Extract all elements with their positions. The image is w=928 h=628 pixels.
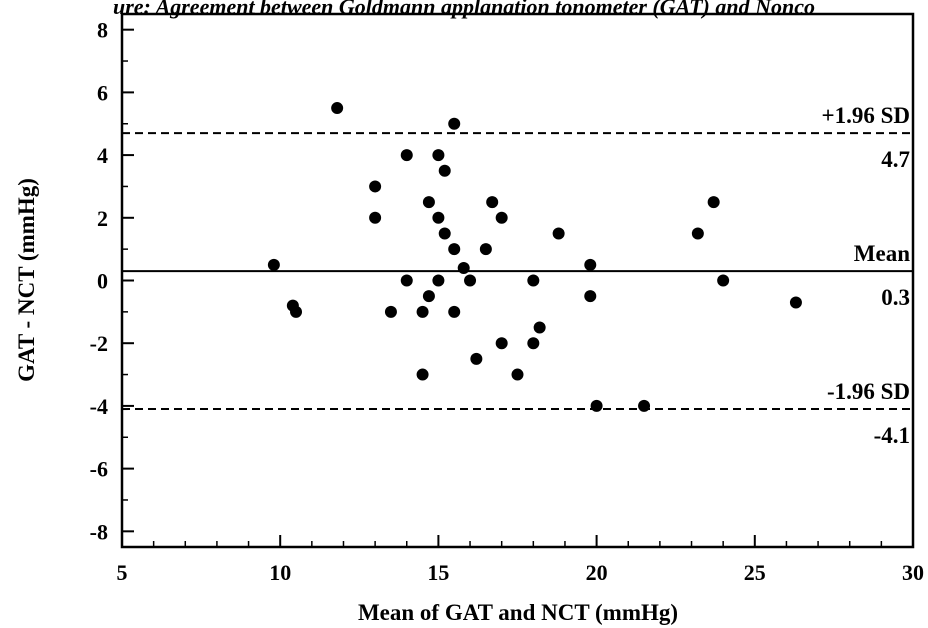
data-point	[369, 212, 381, 224]
data-point	[496, 337, 508, 349]
data-point	[290, 306, 302, 318]
data-point	[448, 306, 460, 318]
y-tick-label: 8	[97, 18, 108, 43]
y-tick-label: 0	[97, 269, 108, 294]
y-tick-label: -6	[90, 457, 108, 482]
y-axis-label: GAT - NCT (mmHg)	[14, 178, 39, 382]
data-point	[496, 212, 508, 224]
data-point	[417, 369, 429, 381]
plot-frame	[122, 14, 913, 547]
data-point	[486, 196, 498, 208]
data-point	[439, 165, 451, 177]
data-point	[553, 227, 565, 239]
reference-line-value: 0.3	[881, 285, 910, 310]
data-point	[385, 306, 397, 318]
x-tick-label: 5	[117, 560, 128, 585]
y-tick-label: 4	[97, 143, 108, 168]
x-tick-label: 20	[586, 560, 608, 585]
y-tick-label: -2	[90, 331, 108, 356]
reference-line-value: 4.7	[881, 147, 910, 172]
data-point	[708, 196, 720, 208]
x-tick-label: 25	[744, 560, 766, 585]
data-point	[527, 337, 539, 349]
x-tick-label: 10	[269, 560, 291, 585]
data-point	[331, 102, 343, 114]
y-tick-label: 6	[97, 80, 108, 105]
data-point	[638, 400, 650, 412]
reference-line-name: Mean	[854, 241, 910, 266]
y-tick-label: 2	[97, 206, 108, 231]
data-point	[458, 262, 470, 274]
data-point	[423, 196, 435, 208]
y-tick-label: -8	[90, 519, 108, 544]
data-point	[417, 306, 429, 318]
data-point	[692, 227, 704, 239]
data-point	[534, 322, 546, 334]
data-point	[401, 149, 413, 161]
data-point	[432, 275, 444, 287]
data-point	[448, 118, 460, 130]
reference-line-name: +1.96 SD	[821, 103, 910, 128]
data-point	[448, 243, 460, 255]
data-point	[584, 259, 596, 271]
data-point	[512, 369, 524, 381]
data-point	[432, 212, 444, 224]
data-point	[268, 259, 280, 271]
reference-line-value: -4.1	[874, 423, 910, 448]
x-tick-label: 30	[902, 560, 924, 585]
data-point	[401, 275, 413, 287]
data-point	[369, 180, 381, 192]
data-point	[584, 290, 596, 302]
y-tick-label: -4	[90, 394, 108, 419]
data-point	[432, 149, 444, 161]
data-point	[423, 290, 435, 302]
data-point	[790, 296, 802, 308]
data-point	[717, 275, 729, 287]
data-point	[591, 400, 603, 412]
data-point	[527, 275, 539, 287]
data-point	[470, 353, 482, 365]
reference-line-name: -1.96 SD	[827, 379, 910, 404]
data-point	[480, 243, 492, 255]
data-point	[439, 227, 451, 239]
data-point	[464, 275, 476, 287]
x-tick-label: 15	[427, 560, 449, 585]
x-axis-label: Mean of GAT and NCT (mmHg)	[358, 600, 678, 625]
